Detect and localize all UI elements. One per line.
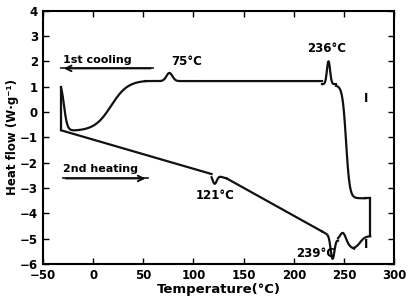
Text: I: I [364, 92, 368, 105]
X-axis label: Temperature(°C): Temperature(°C) [157, 284, 281, 297]
Text: 75°C: 75°C [171, 55, 202, 68]
Text: 236°C: 236°C [307, 42, 346, 55]
Text: I: I [364, 238, 368, 251]
Text: 239°C: 239°C [296, 247, 335, 260]
Text: 1st cooling: 1st cooling [63, 55, 131, 65]
Y-axis label: Heat flow (W·g⁻¹): Heat flow (W·g⁻¹) [5, 79, 19, 195]
Text: 2nd heating: 2nd heating [63, 164, 138, 174]
Text: 121°C: 121°C [196, 189, 235, 202]
